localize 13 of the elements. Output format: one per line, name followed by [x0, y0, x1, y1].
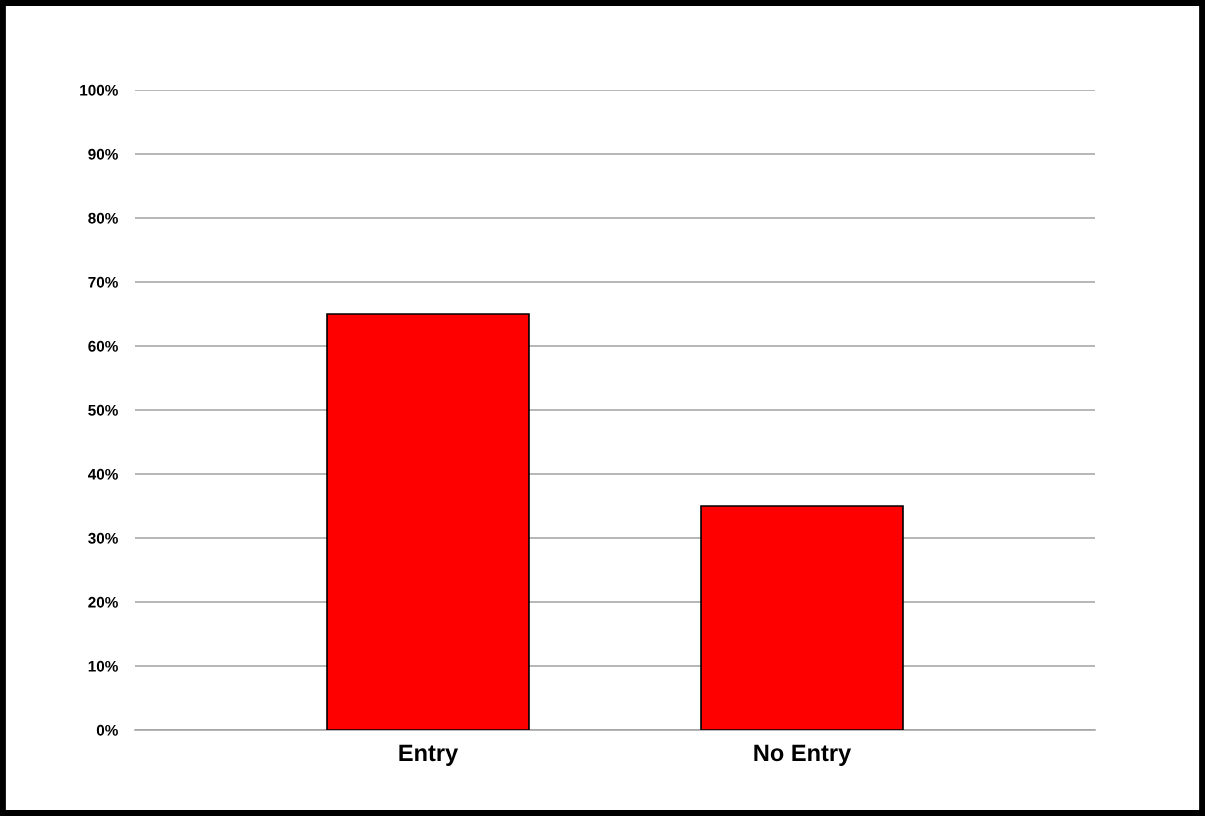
y-tick-label: 50%	[88, 404, 118, 416]
x-tick-label: Entry	[399, 744, 459, 766]
y-tick-label: 70%	[88, 276, 118, 288]
y-tick-label: 90%	[88, 148, 118, 160]
y-tick-label: 0%	[96, 724, 118, 736]
y-tick-label: 10%	[88, 660, 118, 672]
y-tick-label: 60%	[88, 340, 118, 352]
y-tick-label: 40%	[87, 468, 118, 480]
y-tick-label: 100%	[80, 84, 118, 96]
x-tick-label: No Entry	[754, 744, 852, 766]
y-tick-label: 20%	[88, 596, 118, 608]
y-tick-label: 80%	[88, 212, 118, 224]
y-tick-label: 30%	[88, 532, 118, 544]
